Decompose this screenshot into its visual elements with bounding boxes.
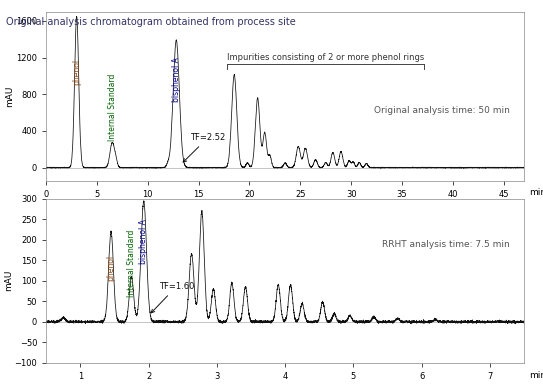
Text: TF=1.60: TF=1.60 bbox=[151, 282, 194, 313]
Text: Impurities consisting of 2 or more phenol rings: Impurities consisting of 2 or more pheno… bbox=[227, 53, 425, 62]
Text: RRHT analysis time: 7.5 min: RRHT analysis time: 7.5 min bbox=[382, 240, 510, 249]
Text: Original analysis time: 50 min: Original analysis time: 50 min bbox=[374, 106, 510, 115]
Text: Internal Standard: Internal Standard bbox=[127, 230, 136, 297]
Text: phenol: phenol bbox=[72, 59, 81, 85]
Y-axis label: mAU: mAU bbox=[5, 86, 15, 107]
Text: TF=2.52: TF=2.52 bbox=[183, 133, 226, 162]
Text: Original analysis chromatogram obtained from process site: Original analysis chromatogram obtained … bbox=[7, 17, 296, 27]
Y-axis label: mAU: mAU bbox=[4, 270, 13, 291]
Text: bisphenol A: bisphenol A bbox=[172, 57, 181, 101]
Text: phenol: phenol bbox=[106, 255, 116, 281]
Text: min: min bbox=[529, 371, 543, 380]
Text: Internal Standard: Internal Standard bbox=[108, 74, 117, 141]
Text: bisphenol A: bisphenol A bbox=[139, 220, 148, 264]
Text: min: min bbox=[529, 188, 543, 197]
